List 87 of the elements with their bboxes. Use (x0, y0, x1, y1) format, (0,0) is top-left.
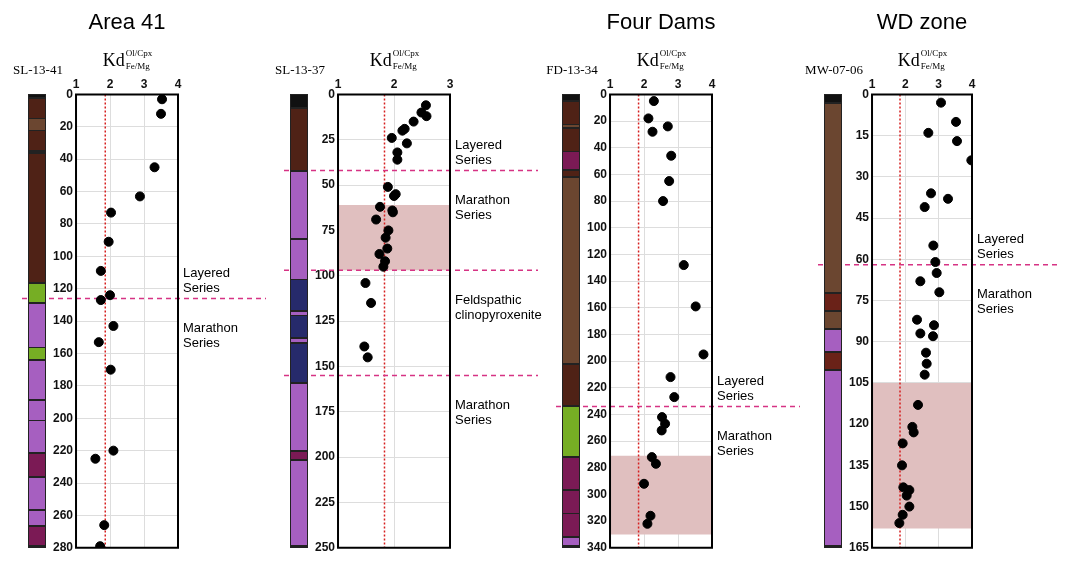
y-tick-label: 120 (848, 416, 870, 431)
y-tick-label: 240 (52, 475, 74, 490)
y-tick-label: 40 (593, 140, 608, 155)
y-tick-label: 150 (314, 358, 336, 373)
y-tick-label: 320 (586, 513, 608, 528)
y-tick-label: 280 (586, 460, 608, 475)
y-tick-label: 80 (593, 193, 608, 208)
x-tick-label: 1 (334, 76, 342, 91)
y-tick-label: 75 (855, 292, 870, 307)
y-tick-label: 40 (59, 151, 74, 166)
x-tick-label: 3 (140, 76, 148, 91)
y-tick-label: 60 (59, 183, 74, 198)
x-tick-label: 3 (674, 76, 682, 91)
y-tick-label: 20 (593, 113, 608, 128)
y-tick-label: 300 (586, 486, 608, 501)
text: MW-07-06 (805, 62, 864, 78)
y-tick-label: 45 (855, 210, 870, 225)
y-tick-label: 60 (593, 166, 608, 181)
y-tick-label: 225 (314, 494, 336, 509)
x-tick-label: 1 (868, 76, 876, 91)
y-tick-label: 125 (314, 313, 336, 328)
y-tick-label: 0 (328, 86, 336, 101)
y-tick-label: 140 (586, 273, 608, 288)
chart-title: WD zone (876, 9, 968, 35)
y-tick-label: 180 (52, 378, 74, 393)
y-tick-label: 50 (321, 177, 336, 192)
x-tick-label: 3 (446, 76, 454, 91)
x-tick-label: 4 (708, 76, 716, 91)
y-tick-label: 100 (52, 248, 74, 263)
y-tick-label: 260 (586, 433, 608, 448)
y-tick-label: 100 (586, 220, 608, 235)
y-tick-label: 240 (586, 406, 608, 421)
y-tick-label: 160 (52, 345, 74, 360)
y-tick-label: 200 (586, 353, 608, 368)
y-tick-label: 160 (586, 300, 608, 315)
y-tick-label: 75 (321, 222, 336, 237)
y-tick-label: 30 (855, 169, 870, 184)
y-tick-label: 140 (52, 313, 74, 328)
ref-line-label: Layered Series (455, 137, 502, 168)
x-tick-label: 1 (72, 76, 80, 91)
y-tick-label: 340 (586, 540, 608, 555)
text: Marathon Series (717, 428, 772, 459)
y-tick-label: 135 (848, 457, 870, 472)
y-tick-label: 250 (314, 540, 336, 555)
text: Marathon Series (977, 286, 1032, 317)
y-tick-label: 60 (855, 251, 870, 266)
chart-title: Area 41 (88, 9, 166, 35)
y-tick-label: 165 (848, 540, 870, 555)
y-tick-label: 20 (59, 119, 74, 134)
ref-line-label: Layered Series (977, 231, 1024, 262)
x-tick-label: 3 (935, 76, 943, 91)
y-tick-label: 120 (52, 281, 74, 296)
y-tick-label: 220 (586, 380, 608, 395)
y-tick-label: 15 (855, 127, 870, 142)
text: Feldspathic clinopyroxenite (455, 291, 542, 322)
y-tick-label: 0 (862, 86, 870, 101)
y-tick-label: 280 (52, 540, 74, 555)
y-tick-label: 120 (586, 246, 608, 261)
text: Marathon Series (455, 192, 510, 223)
y-tick-label: 0 (66, 86, 74, 101)
y-tick-label: 80 (59, 216, 74, 231)
x-tick-label: 2 (390, 76, 398, 91)
y-tick-label: 220 (52, 442, 74, 457)
y-tick-label: 260 (52, 507, 74, 522)
x-tick-label: 4 (174, 76, 182, 91)
text: Marathon Series (455, 397, 510, 428)
x-tick-label: 1 (606, 76, 614, 91)
ref-line-label: Layered Series (183, 265, 230, 296)
y-tick-label: 25 (321, 132, 336, 147)
x-tick-label: 2 (106, 76, 114, 91)
y-tick-label: 150 (848, 498, 870, 513)
x-tick-label: 2 (640, 76, 648, 91)
y-tick-label: 175 (314, 404, 336, 419)
y-tick-label: 90 (855, 334, 870, 349)
text: SL-13-41 (13, 62, 63, 78)
chart-title: Four Dams (606, 9, 716, 35)
ref-line-label: Layered Series (717, 373, 764, 404)
x-tick-label: 4 (968, 76, 976, 91)
y-tick-label: 180 (586, 326, 608, 341)
text: SL-13-37 (275, 62, 326, 78)
text: FD-13-34 (546, 62, 599, 78)
x-tick-label: 2 (902, 76, 909, 91)
y-tick-label: 200 (52, 410, 74, 425)
text: Marathon Series (183, 320, 238, 351)
y-tick-label: 105 (848, 375, 870, 390)
y-tick-label: 200 (314, 449, 336, 464)
y-tick-label: 0 (600, 86, 608, 101)
